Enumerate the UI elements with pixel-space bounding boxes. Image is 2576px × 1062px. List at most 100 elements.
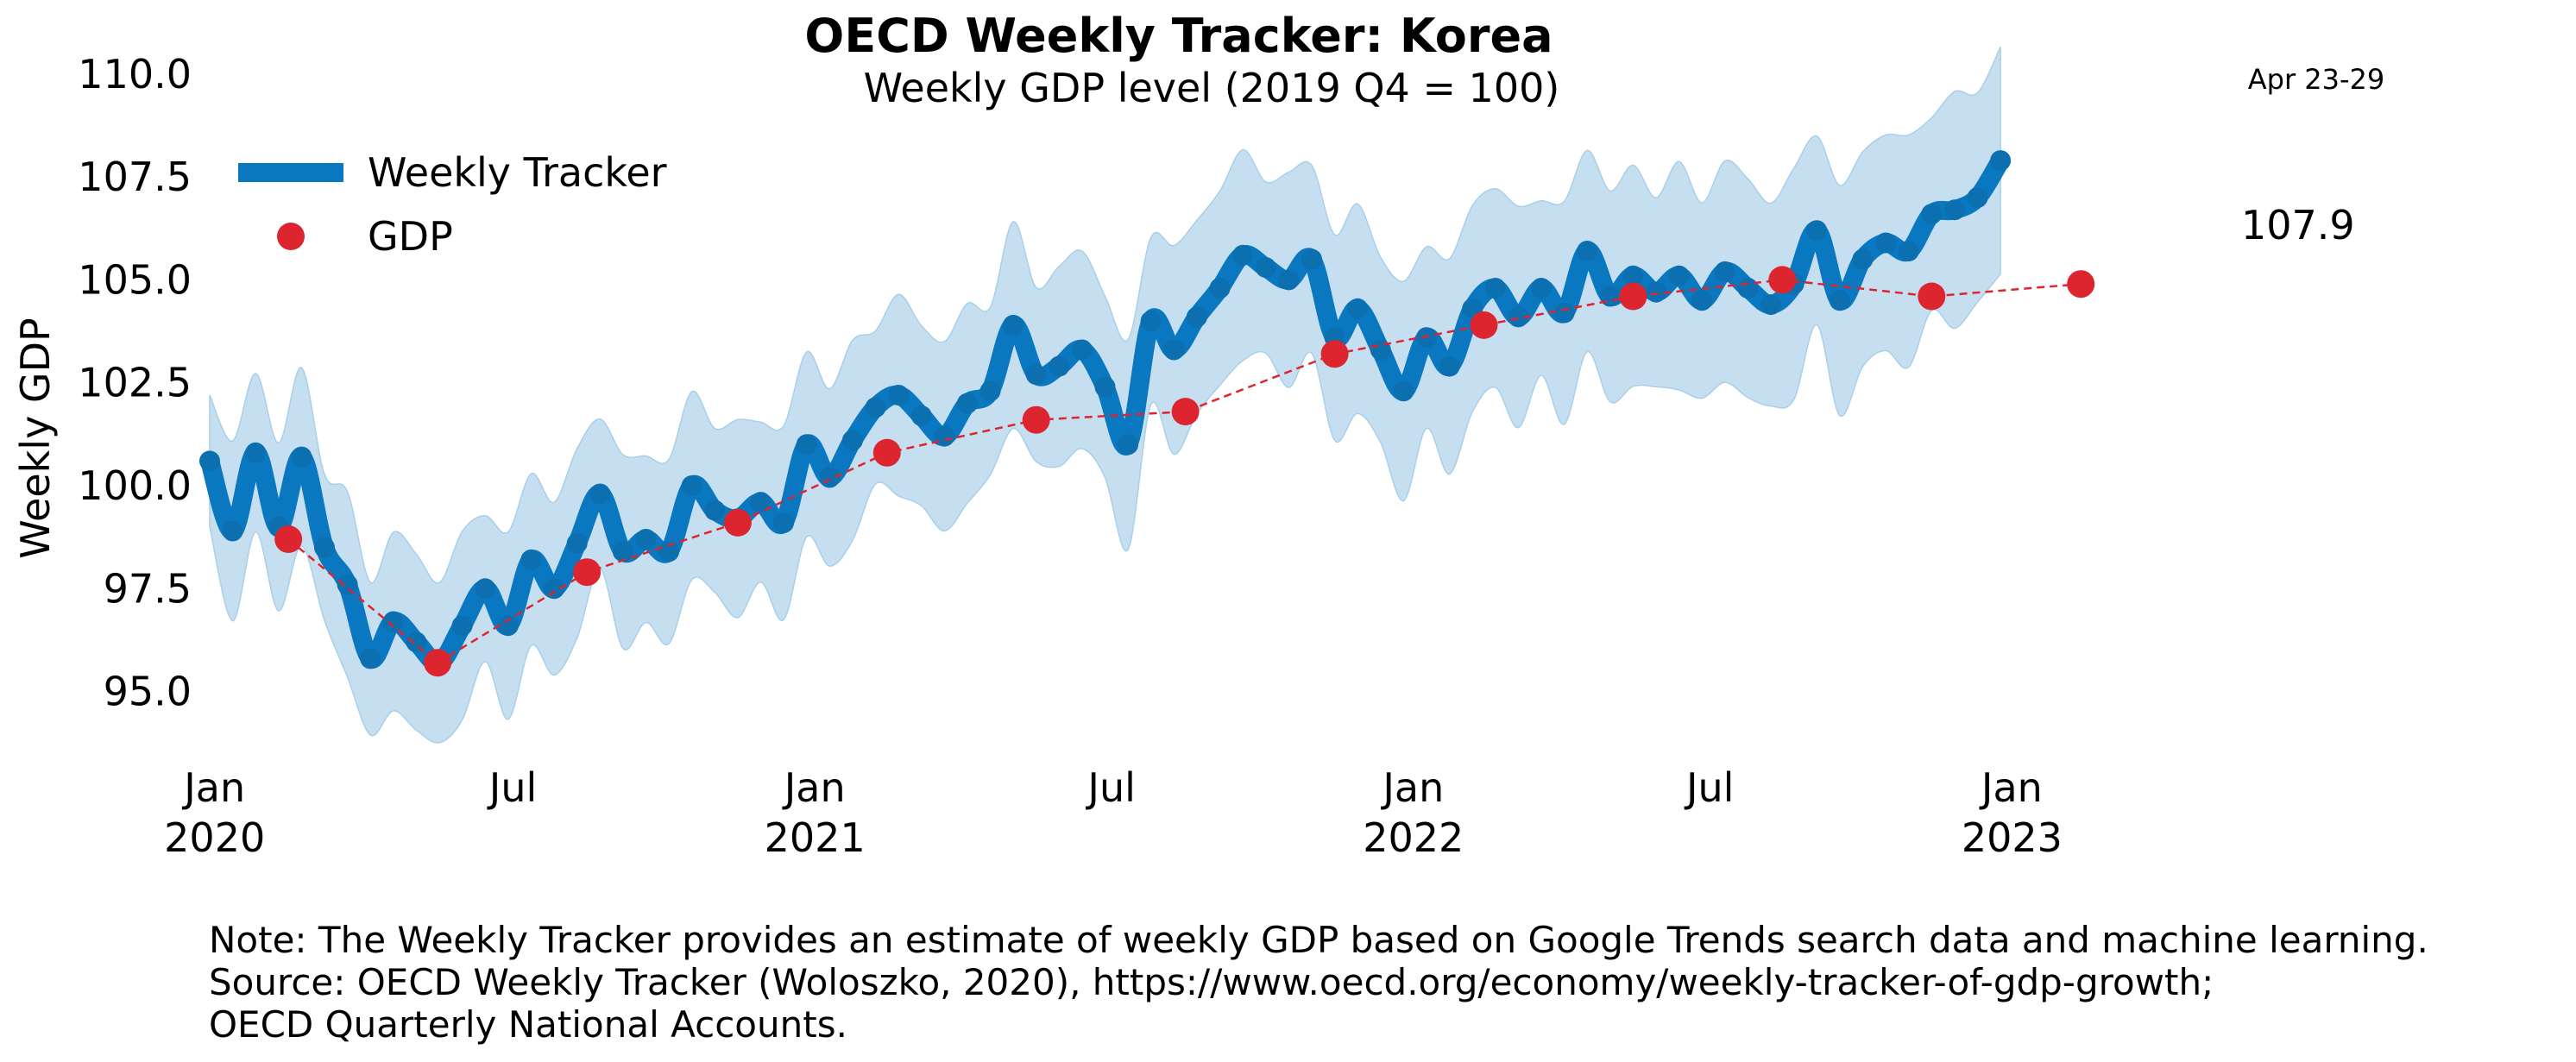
weekly-tracker-point [1370,339,1391,361]
gdp-point [2067,270,2095,298]
note-line-3: OECD Quarterly National Accounts. [209,1003,847,1046]
weekly-tracker-point [406,632,427,653]
weekly-tracker-point [1508,306,1529,328]
weekly-tracker-point [1806,220,1828,242]
weekly-tracker-point [1209,278,1231,298]
weekly-tracker-point [314,537,335,558]
y-tick-label: 100.0 [78,462,192,509]
weekly-tracker-point [1484,278,1506,298]
weekly-tracker-point [841,430,863,451]
weekly-tracker-point [1347,298,1369,319]
weekly-tracker-point [1140,311,1162,332]
gdp-point [872,438,901,467]
weekly-tracker-point [1049,355,1070,377]
legend-marker-gdp [277,223,305,250]
weekly-tracker-point [382,611,404,632]
weekly-tracker-point [1760,294,1781,316]
y-axis-ticks: 110.0 107.5 105.0 102.5 100.0 97.5 95.0 [78,51,192,715]
weekly-tracker-point [1622,265,1644,286]
gdp-point [1918,282,1946,311]
legend: Weekly Tracker GDP [238,149,667,260]
weekly-tracker-point [566,532,588,554]
weekly-tracker-point [1967,187,1988,208]
weekly-tracker-point [612,541,633,562]
weekly-tracker-point [1714,261,1735,282]
weekly-tracker-point [773,512,795,533]
legend-label-gdp: GDP [368,213,453,260]
weekly-tracker-point [544,578,565,600]
weekly-tracker-point [1737,278,1759,298]
note-line-2: Source: OECD Weekly Tracker (Woloszko, 2… [209,961,2214,1003]
gdp-point [1022,405,1050,434]
x-tick-label-year: 2021 [765,814,866,861]
y-axis-label: Weekly GDP [12,317,59,558]
weekly-tracker-point [589,483,611,505]
footnote: Note: The Weekly Tracker provides an est… [209,919,2428,1046]
weekly-tracker-point [750,492,772,513]
x-tick-label-month: Jul [1684,764,1735,811]
weekly-tracker-point [1577,241,1598,261]
x-tick-label-year: 2023 [1962,814,2063,861]
weekly-tracker-point [199,450,220,472]
gdp-point [723,508,752,537]
weekly-tracker-point [1255,257,1276,279]
y-tick-label: 105.0 [78,256,192,303]
weekly-tracker-point [956,393,978,414]
weekly-tracker-point [1553,302,1575,324]
y-tick-label: 97.5 [104,565,192,612]
weekly-tracker-point [245,442,267,463]
x-tick-label-month: Jan [181,764,245,811]
chart-subtitle: Weekly GDP level (2019 Q4 = 100) [864,65,1560,111]
weekly-tracker-point [1003,314,1024,336]
last-value-label: 107.9 [2241,202,2355,248]
weekly-tracker-point [1163,339,1185,361]
gdp-point [1619,282,1647,311]
weekly-tracker-point [934,425,955,447]
weekly-tracker-point [1852,248,1874,270]
weekly-tracker-point [1829,290,1850,311]
weekly-tracker-point [337,574,358,595]
y-tick-label: 107.5 [78,154,192,200]
weekly-tracker-point [1416,327,1437,349]
weekly-tracker-point [1531,278,1552,298]
weekly-tracker-point [1439,355,1460,377]
chart-title: OECD Weekly Tracker: Korea [804,9,1553,63]
weekly-tracker-point [1691,290,1713,311]
weekly-tracker-point [451,615,473,637]
weekly-tracker-point [475,578,496,600]
weekly-tracker-point [819,467,841,488]
weekly-tracker-point [888,385,910,405]
gdp-point [1470,311,1498,339]
weekly-tracker-point [865,397,886,418]
weekly-tracker-point [1921,204,1943,225]
gdp-point [1320,340,1349,368]
plot-area [199,47,2095,744]
weekly-tracker-point [681,475,702,496]
weekly-tracker-point [796,434,817,456]
legend-swatch-weekly-tracker [238,163,343,182]
gdp-point [573,558,601,587]
gdp-point [274,525,303,553]
weekly-tracker-point [1943,199,1965,221]
x-tick-label-month: Jul [487,764,538,811]
x-tick-label-month: Jul [1085,764,1136,811]
weekly-tracker-point [520,549,542,570]
weekly-tracker-point [658,541,680,562]
weekly-tracker-point [1278,269,1300,291]
weekly-tracker-point [1599,286,1621,307]
weekly-tracker-point [1094,376,1116,398]
weekly-tracker-point [910,405,932,426]
weekly-tracker-point [1393,380,1414,402]
weekly-tracker-point [1025,364,1047,386]
x-tick-label-year: 2020 [164,814,265,861]
weekly-tracker-point [1118,434,1139,456]
weekly-tracker-point [1898,241,1919,261]
weekly-tracker-point [1232,244,1254,266]
weekly-tracker-point [1186,306,1207,328]
x-tick-label-year: 2022 [1363,814,1464,861]
legend-label-weekly-tracker: Weekly Tracker [368,149,667,196]
weekly-tracker-point [1301,248,1322,270]
gdp-point [1768,266,1797,294]
